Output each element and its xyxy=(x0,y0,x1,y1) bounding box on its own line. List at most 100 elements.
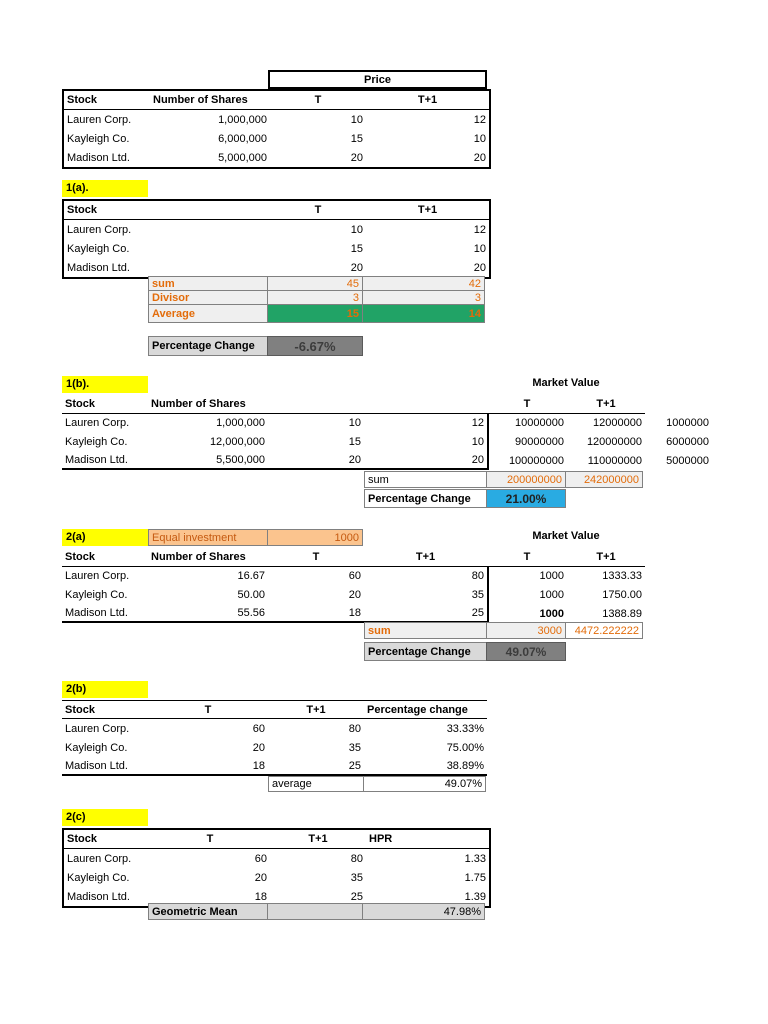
market-value-header-1b: Market Value xyxy=(532,377,600,389)
cell-extra: 1000000 xyxy=(666,416,709,429)
table-row: Madison Ltd. 20 20 xyxy=(64,258,489,277)
average-t1: 14 xyxy=(362,304,485,323)
cell-shares: 6,000,000 xyxy=(218,132,267,145)
cell-t1: 35 xyxy=(471,588,484,601)
cell-shares: 5,000,000 xyxy=(218,151,267,164)
cell-stock: Madison Ltd. xyxy=(62,757,148,776)
cell-t1: 25 xyxy=(350,890,363,903)
cell-t: 10 xyxy=(350,113,363,126)
cell-t1: 20 xyxy=(364,451,487,470)
col-header-t1: T+1 xyxy=(364,548,487,567)
cell-pct: 75.00% xyxy=(446,741,484,754)
sum-t1: 4472.222222 xyxy=(565,622,643,639)
cell-mv-t: 1000 xyxy=(487,585,567,604)
average-value: 49.07% xyxy=(363,776,486,792)
cell-stock: Madison Ltd. xyxy=(62,604,148,623)
cell-mv-t1: 110000000 xyxy=(587,454,642,467)
geometric-mean-row: Geometric Mean 47.98% xyxy=(148,903,485,920)
market-value-header-2a: Market Value xyxy=(532,530,600,542)
cell-shares: 5,500,000 xyxy=(148,451,268,470)
cell-stock: Lauren Corp. xyxy=(67,113,132,126)
average-t: 15 xyxy=(267,304,363,323)
cell-stock: Kayleigh Co. xyxy=(65,741,128,754)
col-header-t1: T+1 xyxy=(366,91,489,110)
cell-t1: 10 xyxy=(473,242,486,255)
table-row: Lauren Corp. 1,000,000 10 12 10000000 12… xyxy=(62,413,712,432)
cell-stock: Kayleigh Co. xyxy=(65,435,128,448)
cell-t1: 20 xyxy=(473,151,486,164)
average-label: Average xyxy=(148,304,268,323)
cell-stock: Madison Ltd. xyxy=(62,451,148,470)
section-tag-2c: 2(c) xyxy=(62,809,148,826)
sum-t1: 242000000 xyxy=(565,471,643,488)
table-row: Madison Ltd. 55.56 18 25 1000 1388.89 xyxy=(62,604,645,623)
cell-shares: 50.00 xyxy=(237,588,265,601)
col-header-t: T xyxy=(148,700,268,719)
section-tag-2b: 2(b) xyxy=(62,681,148,698)
table-row: Madison Ltd. 18 25 1.39 xyxy=(64,887,489,906)
divisor-label: Divisor xyxy=(148,290,268,305)
cell-mv-t: 100000000 xyxy=(487,451,567,470)
col-header-shares: Number of Shares xyxy=(150,91,270,110)
table-row: Kayleigh Co. 20 35 75.00% xyxy=(62,738,487,757)
divisor-t: 3 xyxy=(267,290,363,305)
cell-shares: 1,000,000 xyxy=(218,113,267,126)
spacer-cell xyxy=(62,70,268,89)
cell-t: 18 xyxy=(148,757,268,776)
col-header-hpr: HPR xyxy=(366,830,489,849)
cell-t: 20 xyxy=(350,151,363,164)
pct-change-label: Percentage Change xyxy=(364,489,487,508)
table-1b-body: Lauren Corp. 1,000,000 10 12 10000000 12… xyxy=(62,413,712,470)
cell-pct: 38.89% xyxy=(364,757,487,776)
sum-row: sum 45 42 xyxy=(148,276,485,291)
cell-stock: Lauren Corp. xyxy=(65,569,130,582)
cell-t: 10 xyxy=(350,223,363,236)
cell-shares: 12,000,000 xyxy=(209,435,265,448)
table-row: Kayleigh Co. 15 10 xyxy=(64,239,489,258)
cell-t1: 80 xyxy=(348,722,361,735)
table-row: Madison Ltd. 18 25 38.89% xyxy=(62,757,487,776)
price-table-body: Stock Number of Shares T T+1 Lauren Corp… xyxy=(62,89,491,169)
table-row: Kayleigh Co. 6,000,000 15 10 xyxy=(64,129,489,148)
header-row-1b: Stock Number of Shares T T+1 xyxy=(62,395,645,414)
cell-pct: 33.33% xyxy=(446,722,484,735)
geometric-mean-label: Geometric Mean xyxy=(148,903,268,920)
table-row: Kayleigh Co. 12,000,000 15 10 90000000 1… xyxy=(62,432,712,451)
cell-mv-t1: 1750.00 xyxy=(602,588,642,601)
spacer-cell xyxy=(150,239,270,258)
table-2c: Stock T T+1 HPR Lauren Corp. 60 80 1.33 … xyxy=(62,828,491,908)
header-row: Stock T T+1 HPR xyxy=(64,830,489,849)
spacer-cell xyxy=(150,258,270,277)
col-header-t: T xyxy=(270,201,366,220)
col-header-shares: Number of Shares xyxy=(148,548,268,567)
cell-stock: Madison Ltd. xyxy=(67,261,130,274)
col-header-shares: Number of Shares xyxy=(148,395,268,414)
col-header-t: T xyxy=(270,91,366,110)
cell-shares: 16.67 xyxy=(237,569,265,582)
geometric-mean-value: 47.98% xyxy=(362,903,485,920)
cell-shares: 1,000,000 xyxy=(216,416,265,429)
cell-stock: Kayleigh Co. xyxy=(67,242,130,255)
cell-hpr: 1.75 xyxy=(464,871,486,884)
section-tag-2a: 2(a) xyxy=(62,529,148,546)
pct-change-value: -6.67% xyxy=(267,336,363,356)
sum-row-2a: sum 3000 4472.222222 xyxy=(364,622,643,639)
sum-t: 3000 xyxy=(486,622,566,639)
pct-change-value: 49.07% xyxy=(486,642,566,661)
header-row: Stock T T+1 xyxy=(64,201,489,220)
cell-t: 18 xyxy=(268,604,364,623)
header-row: Stock Number of Shares T T+1 xyxy=(64,91,489,110)
equal-investment-label: Equal investment xyxy=(148,529,268,546)
cell-t: 20 xyxy=(268,451,364,470)
col-header-mv-t1: T+1 xyxy=(567,548,645,567)
cell-t: 60 xyxy=(348,569,361,582)
col-header-stock: Stock xyxy=(64,201,150,220)
divisor-t1: 3 xyxy=(362,290,485,305)
cell-t: 60 xyxy=(254,852,267,865)
equal-investment-value: 1000 xyxy=(267,529,363,546)
table-row: Kayleigh Co. 20 35 1.75 xyxy=(64,868,489,887)
table-2a-body: Lauren Corp. 16.67 60 80 1000 1333.33 Ka… xyxy=(62,566,645,623)
cell-mv-t: 10000000 xyxy=(487,413,567,432)
spacer-cell xyxy=(364,395,487,414)
cell-t: 20 xyxy=(350,261,363,274)
